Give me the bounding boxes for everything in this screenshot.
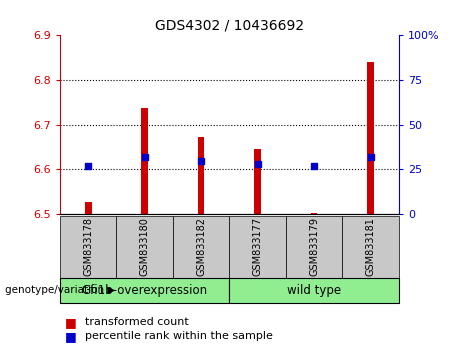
- Text: transformed count: transformed count: [85, 317, 189, 327]
- Point: [197, 158, 205, 164]
- Text: ■: ■: [65, 330, 76, 343]
- Bar: [198, 137, 205, 214]
- Text: genotype/variation ▶: genotype/variation ▶: [5, 285, 115, 295]
- Point: [254, 161, 261, 167]
- Text: wild type: wild type: [287, 284, 341, 297]
- Title: GDS4302 / 10436692: GDS4302 / 10436692: [155, 19, 304, 33]
- Text: GSM833181: GSM833181: [366, 217, 376, 276]
- Point: [367, 154, 374, 160]
- Text: Gfi1b-overexpression: Gfi1b-overexpression: [82, 284, 208, 297]
- Text: ■: ■: [65, 316, 76, 329]
- Bar: [311, 213, 318, 214]
- Point: [141, 154, 148, 160]
- Point: [310, 163, 318, 169]
- Text: percentile rank within the sample: percentile rank within the sample: [85, 331, 273, 341]
- Text: GSM833178: GSM833178: [83, 217, 93, 276]
- Text: GSM833182: GSM833182: [196, 217, 206, 276]
- Bar: [141, 108, 148, 214]
- Text: GSM833179: GSM833179: [309, 217, 319, 276]
- Bar: [254, 149, 261, 214]
- Bar: [85, 202, 92, 214]
- Text: GSM833180: GSM833180: [140, 217, 150, 276]
- Bar: [367, 62, 374, 214]
- Point: [84, 163, 92, 169]
- Text: GSM833177: GSM833177: [253, 217, 263, 276]
